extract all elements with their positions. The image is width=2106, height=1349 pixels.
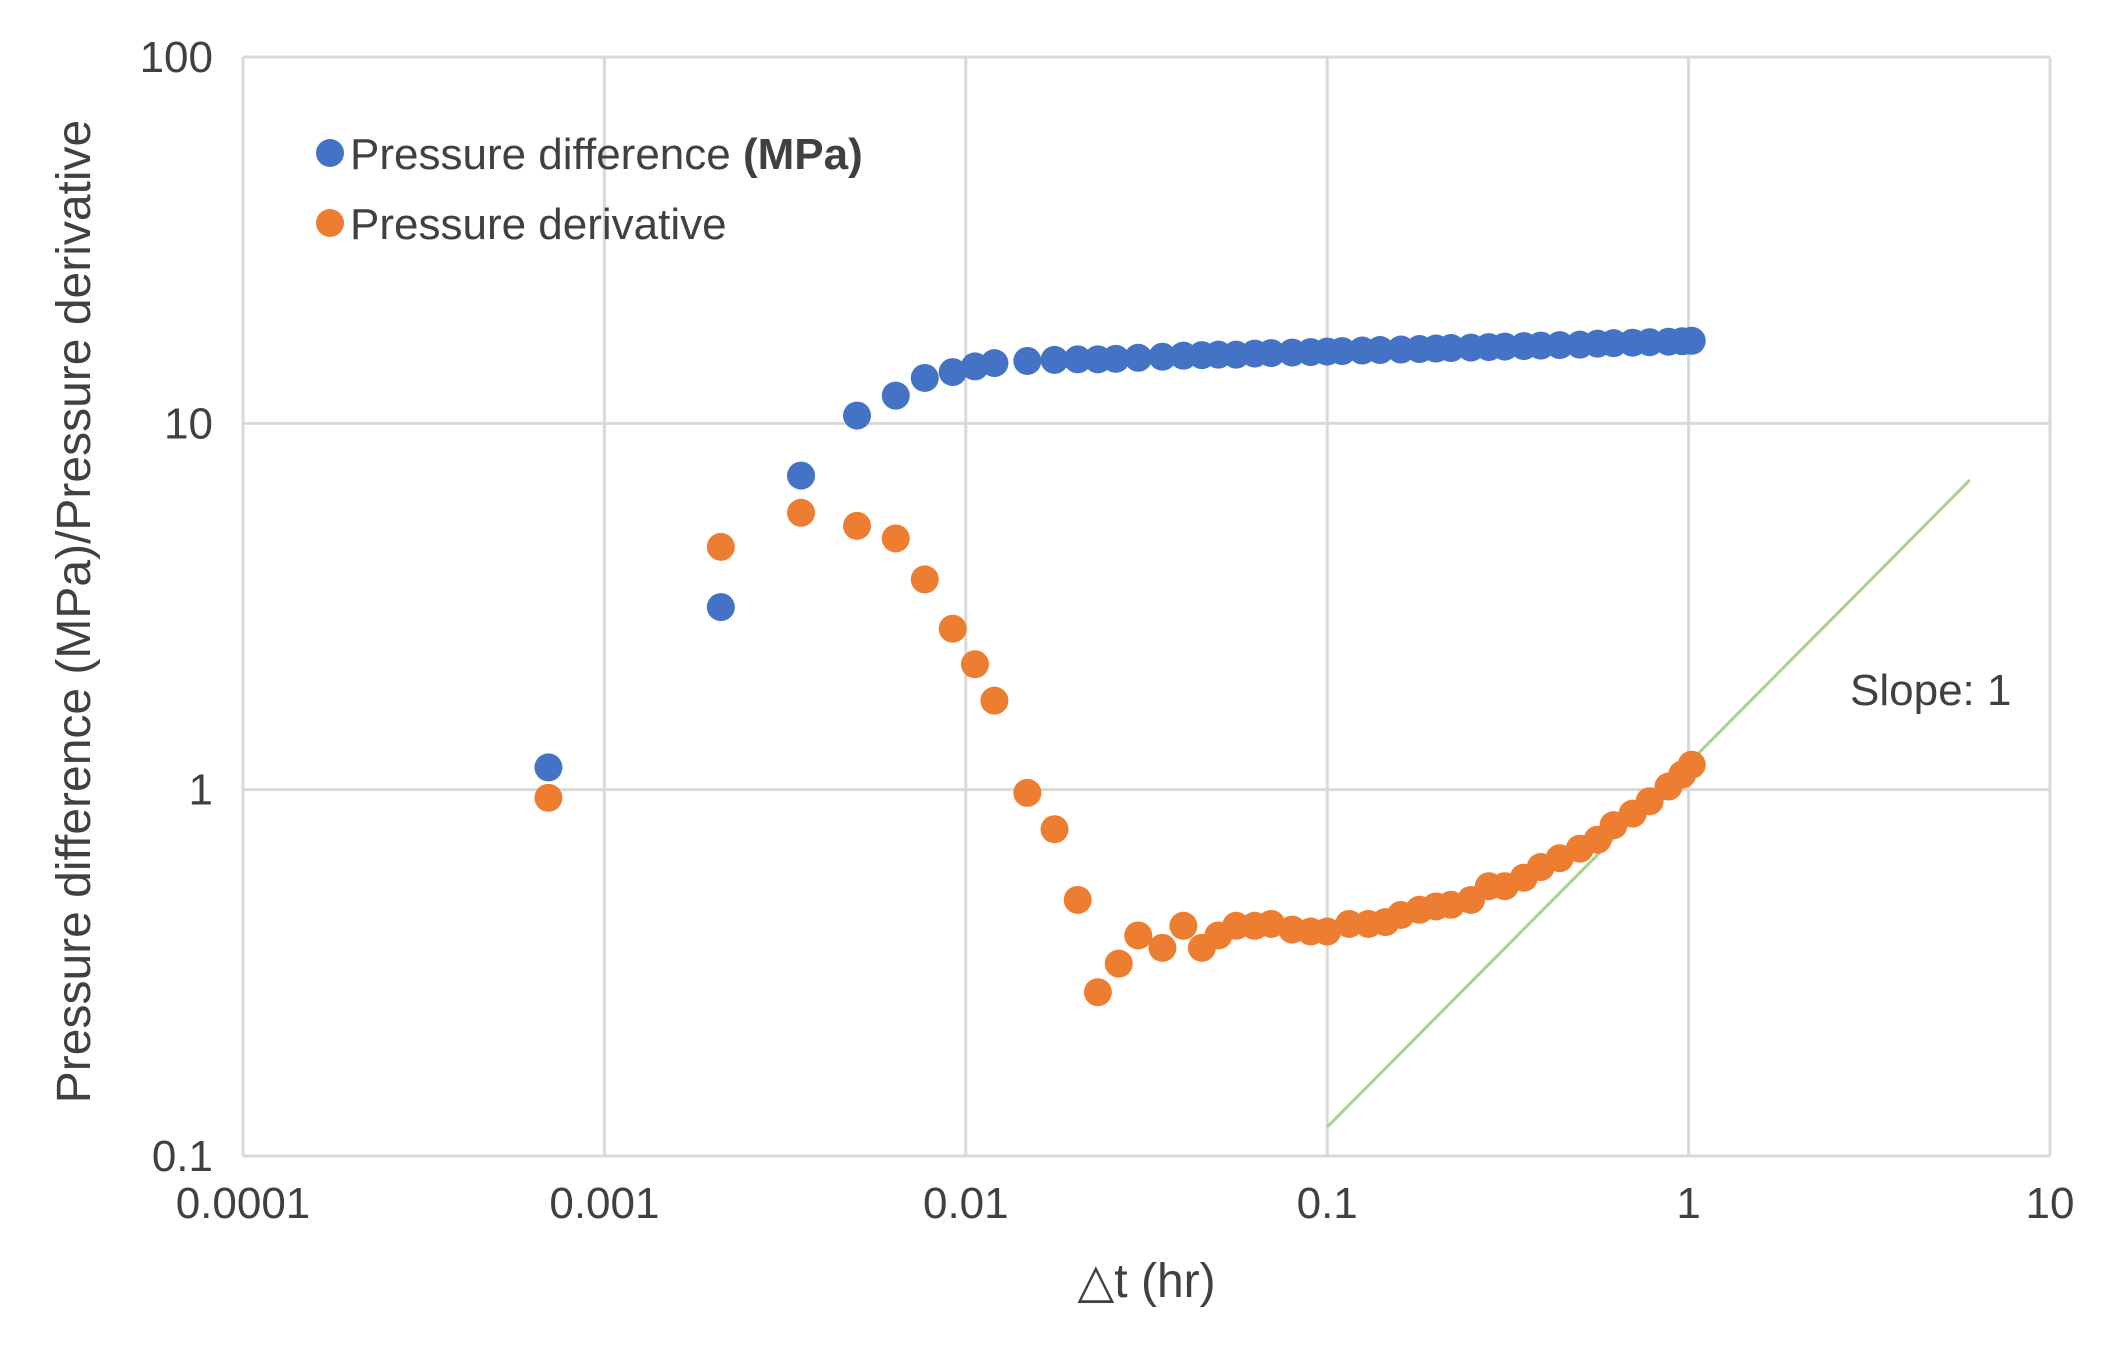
x-tick-label: 10 [2026,1179,2075,1228]
pressure-derivative-point [1124,921,1153,950]
pressure-derivative-point [1635,787,1664,816]
legend-label-text: Pressure difference [350,130,743,179]
y-tick-label: 0.1 [152,1132,213,1181]
pressure-difference-point [843,401,872,430]
y-tick-label: 10 [164,399,213,448]
pressure-derivative-point [980,686,1009,715]
pressure-difference-point [1124,343,1153,372]
legend-marker [316,209,344,237]
legend: Pressure difference (MPa) Pressure deriva… [316,130,863,249]
pressure-derivative-point [1063,885,1092,914]
pressure-difference-point [787,461,816,490]
legend-marker [316,139,344,167]
pressure-derivative-point [1335,909,1364,938]
pressure-derivative-point [706,532,735,561]
pressure-derivative-point [843,511,872,540]
pressure-derivative-point [1083,978,1112,1007]
pressure-derivative-point [1104,949,1133,978]
grid-layer [241,55,2052,1158]
pressure-difference-point [910,363,939,392]
pressure-derivative-point [1169,911,1198,940]
pressure-difference-point [1013,346,1042,375]
pressure-difference-point [1040,345,1069,374]
y-tick-label: 100 [140,33,213,82]
x-tick-label: 1 [1676,1179,1700,1228]
pressure-derivative-point [910,565,939,594]
legend-label-text: Pressure derivative [350,200,727,249]
x-axis-title: △t (hr) [1077,1255,1215,1308]
pressure-derivative-point [534,783,563,812]
x-tick-label: 0.0001 [176,1179,311,1228]
pressure-difference-point [1148,342,1177,371]
pressure-difference-point [1545,331,1574,360]
legend-label-unit: (MPa) [743,130,863,179]
legend-label: Pressure difference (MPa) [350,130,863,179]
pressure-difference-point [1328,337,1357,366]
pressure-derivative-point [1257,909,1286,938]
x-tick-label: 0.1 [1297,1179,1358,1228]
pressure-difference-point [980,349,1009,378]
pressure-difference-point [706,593,735,622]
axis-layer: 0.0001 0.001 0.01 0.1 1 10 0.1 1 10 100 △t (hr) Pre… [48,33,2074,1308]
pressure-difference-point [1257,339,1286,368]
pressure-difference-point [938,358,967,387]
pressure-derivative-point [1677,750,1706,779]
pressure-derivative-point [1148,933,1177,962]
y-axis-title: Pressure difference (MPa)/Pressure deriv… [48,120,101,1104]
pressure-difference-point [1677,326,1706,355]
pressure-derivative-point [787,498,816,527]
pressure-difference-point [1063,345,1092,374]
pressure-difference-point [881,381,910,410]
pressure-derivative-point [938,614,967,643]
pressure-difference-point [1366,336,1395,365]
pressure-derivative-point [1013,778,1042,807]
data-point-layer [534,326,1706,1007]
pressure-difference-point [1436,334,1465,363]
pressure-derivative-point [1040,815,1069,844]
slope-annotation: Slope: 1 [1850,666,2011,715]
pressure-difference-point [534,753,563,782]
legend-label: Pressure derivative [350,200,727,249]
pressure-derivative-point [960,650,989,679]
y-tick-label: 1 [189,766,213,815]
pressure-derivative-point [1313,917,1342,946]
pressure-derivative-point [881,524,910,553]
pressure-difference-point [1101,344,1130,373]
label-layer: Slope: 1 [1850,666,2011,715]
x-tick-label: 0.001 [549,1179,659,1228]
x-tick-label: 0.01 [923,1179,1009,1228]
